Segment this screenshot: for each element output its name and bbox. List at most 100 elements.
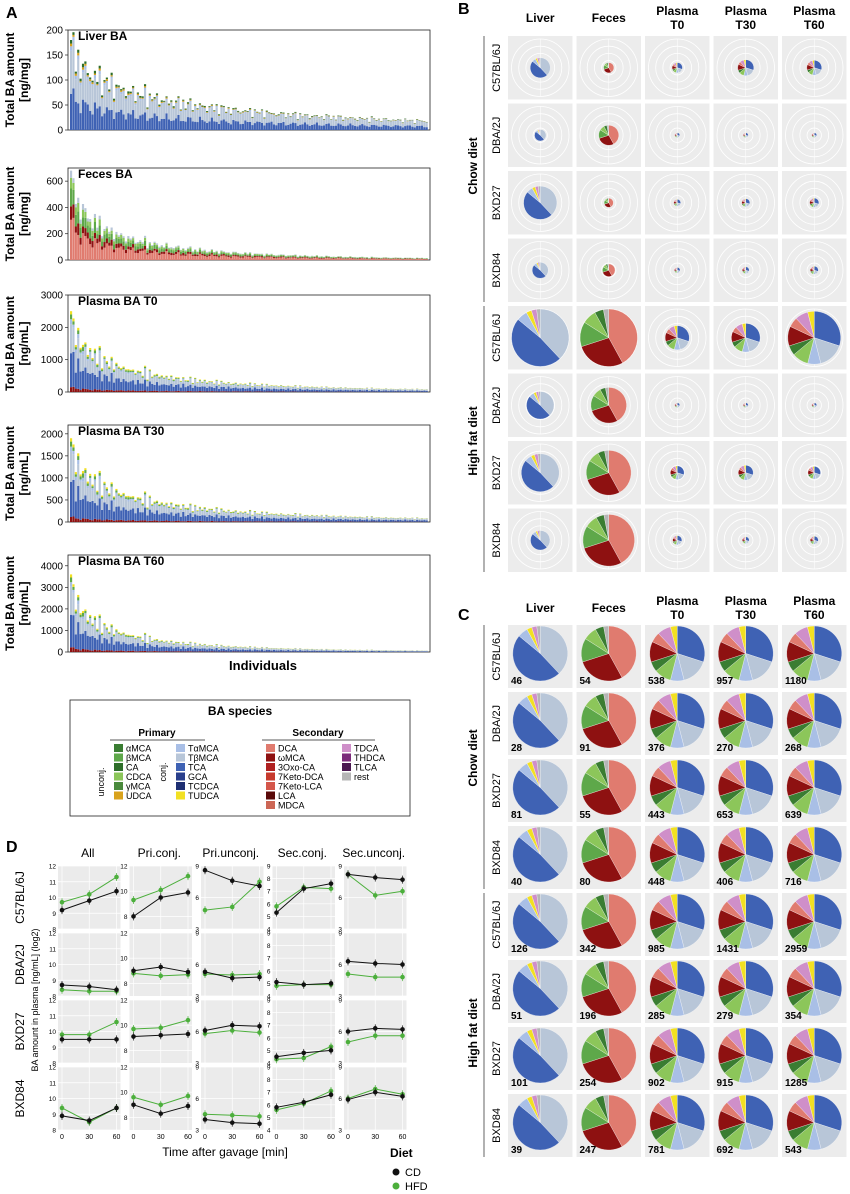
- bar-segment: [84, 346, 87, 350]
- bar-segment: [251, 649, 254, 651]
- bar-segment: [155, 375, 159, 377]
- bar-segment: [141, 243, 144, 246]
- bar-segment: [241, 387, 244, 392]
- bar-segment: [112, 511, 116, 521]
- bar-segment: [77, 338, 80, 359]
- bar-segment: [246, 648, 249, 650]
- bar-segment: [196, 386, 199, 392]
- bar-segment: [124, 243, 128, 246]
- bar-segment: [399, 389, 402, 391]
- bar-segment: [115, 366, 118, 368]
- bar-segment: [108, 367, 111, 370]
- bar-segment: [249, 387, 252, 392]
- bar-segment: [404, 519, 407, 522]
- pie-slice: [591, 405, 618, 424]
- bar-segment: [365, 650, 369, 652]
- bar-segment: [91, 84, 94, 86]
- bar-segment: [98, 219, 101, 226]
- bar-segment: [182, 377, 185, 379]
- bar-segment: [117, 493, 120, 495]
- bar-segment: [237, 385, 240, 389]
- bar-segment: [175, 247, 178, 250]
- bar-segment: [122, 633, 125, 635]
- bar-segment: [177, 504, 180, 506]
- bar-segment: [132, 87, 135, 89]
- bar-segment: [182, 100, 185, 102]
- bar-segment: [387, 121, 390, 126]
- bar-segment: [101, 116, 104, 130]
- bar-segment: [225, 517, 228, 522]
- bar-segment: [124, 372, 128, 382]
- bar-segment: [105, 639, 108, 651]
- bar-segment: [79, 223, 82, 228]
- bar-segment: [108, 633, 111, 636]
- bar-segment: [191, 110, 194, 112]
- bar-segment: [220, 255, 223, 260]
- bar-segment: [184, 111, 187, 122]
- bar-segment: [213, 649, 216, 652]
- bar-segment: [170, 375, 173, 377]
- bar-segment: [184, 121, 187, 130]
- bar-segment: [299, 257, 302, 259]
- bar-segment: [96, 243, 99, 260]
- bar-segment: [217, 257, 221, 260]
- bar-segment: [325, 123, 328, 130]
- bar-segment: [151, 504, 154, 506]
- bar-segment: [96, 632, 99, 640]
- bar-segment: [265, 113, 268, 123]
- bar-segment: [289, 650, 292, 652]
- bar-segment: [84, 468, 87, 471]
- bar-segment: [172, 254, 175, 260]
- bar-segment: [260, 511, 264, 513]
- bar-segment: [222, 511, 225, 512]
- bar-segment: [70, 577, 73, 583]
- bar-segment: [387, 125, 390, 130]
- bar-segment: [339, 117, 342, 125]
- bar-segment: [127, 95, 130, 97]
- bar-segment: [132, 371, 135, 374]
- bar-segment: [294, 256, 297, 258]
- bar-segment: [84, 228, 87, 236]
- bar-segment: [148, 495, 151, 497]
- bar-segment: [358, 650, 361, 652]
- bar-segment: [358, 258, 361, 259]
- bar-segment: [153, 377, 156, 385]
- bar-segment: [136, 501, 139, 509]
- bar-segment: [215, 509, 218, 515]
- bar-segment: [201, 511, 204, 516]
- bar-segment: [101, 95, 104, 98]
- bar-segment: [351, 257, 354, 259]
- bar-segment: [306, 518, 309, 522]
- bar-segment: [105, 493, 108, 505]
- bar-segment: [77, 49, 80, 53]
- bar-segment: [232, 391, 235, 392]
- bar-segment: [404, 119, 407, 127]
- bar-segment: [337, 116, 340, 124]
- bar-segment: [129, 240, 132, 243]
- bar-segment: [98, 350, 101, 354]
- bar-segment: [105, 243, 108, 260]
- bar-segment: [115, 231, 118, 235]
- bar-segment: [105, 226, 108, 229]
- bar-segment: [89, 238, 92, 245]
- bar-segment: [86, 635, 89, 650]
- bar-segment: [93, 70, 97, 74]
- bar-segment: [110, 390, 113, 392]
- bar-segment: [143, 366, 147, 369]
- pie-slice: [587, 472, 620, 496]
- bar-segment: [165, 642, 168, 647]
- bar-segment: [77, 459, 80, 465]
- bar-segment: [112, 382, 116, 391]
- bar-segment: [77, 453, 80, 457]
- bar-segment: [239, 384, 242, 389]
- bar-segment: [289, 649, 292, 651]
- bar-segment: [115, 88, 118, 91]
- bar-segment: [84, 518, 87, 522]
- bar-segment: [258, 648, 261, 651]
- bar-segment: [182, 521, 185, 522]
- bar-segment: [115, 630, 118, 632]
- bar-segment: [392, 390, 395, 392]
- bar-segment: [179, 391, 182, 392]
- bar-segment: [96, 81, 99, 85]
- bar-segment: [103, 360, 106, 375]
